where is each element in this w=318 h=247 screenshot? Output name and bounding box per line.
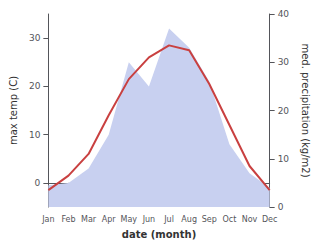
svg-text:30: 30: [278, 57, 290, 67]
svg-text:30: 30: [29, 33, 41, 43]
svg-text:0: 0: [35, 178, 41, 188]
svg-text:0: 0: [278, 202, 284, 212]
svg-text:10: 10: [29, 130, 41, 140]
svg-text:May: May: [121, 215, 138, 224]
svg-text:Sep: Sep: [202, 215, 217, 224]
svg-text:Aug: Aug: [181, 215, 197, 224]
svg-text:date (month): date (month): [122, 229, 196, 240]
svg-text:Feb: Feb: [61, 215, 75, 224]
svg-text:Jul: Jul: [163, 215, 174, 224]
svg-text:20: 20: [278, 106, 290, 116]
svg-text:med. precipitation (kg/m2): med. precipitation (kg/m2): [300, 43, 311, 177]
svg-text:20: 20: [29, 81, 41, 91]
svg-text:Oct: Oct: [222, 215, 236, 224]
svg-text:max temp (C): max temp (C): [8, 76, 19, 145]
svg-text:40: 40: [278, 9, 290, 19]
svg-text:Apr: Apr: [102, 215, 117, 224]
svg-text:Dec: Dec: [262, 215, 277, 224]
svg-text:10: 10: [278, 154, 290, 164]
svg-text:Mar: Mar: [81, 215, 97, 224]
svg-text:Nov: Nov: [242, 215, 258, 224]
svg-text:Jan: Jan: [41, 215, 54, 224]
svg-text:Jun: Jun: [142, 215, 156, 224]
